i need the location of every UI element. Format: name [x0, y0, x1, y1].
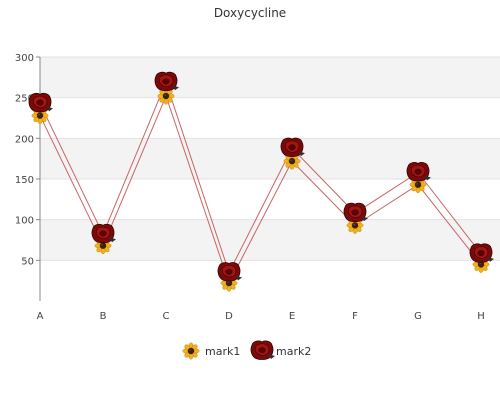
- grid-band: [40, 57, 500, 98]
- data-point-mark2[interactable]: [469, 243, 495, 263]
- x-tick-label: B: [100, 311, 107, 322]
- data-point-mark2[interactable]: [91, 223, 117, 244]
- x-tick-label: A: [37, 311, 44, 322]
- data-point-mark2[interactable]: [406, 161, 432, 182]
- y-tick-label: 100: [15, 216, 34, 227]
- series-line-mark2: [39, 80, 482, 274]
- x-tick-label: D: [225, 311, 233, 322]
- grid-band: [40, 219, 500, 261]
- y-tick-label: 150: [15, 175, 34, 186]
- data-point-mark2[interactable]: [280, 137, 306, 158]
- data-point-mark2[interactable]: [343, 202, 369, 223]
- y-tick-label: 50: [21, 256, 34, 267]
- data-point-mark2[interactable]: [28, 92, 54, 113]
- y-tick-label: 250: [15, 94, 34, 105]
- grid-band: [40, 138, 500, 179]
- y-tick-label: 200: [15, 134, 34, 145]
- sunflower-icon: [182, 342, 200, 360]
- x-tick-label: G: [414, 311, 422, 322]
- x-tick-label: C: [163, 311, 170, 322]
- legend-label-mark2: mark2: [276, 345, 311, 358]
- chart-title: Doxycycline: [214, 6, 286, 20]
- y-tick-label: 300: [15, 53, 34, 64]
- x-tick-label: H: [477, 311, 485, 322]
- data-point-mark2[interactable]: [217, 262, 243, 282]
- data-point-mark2[interactable]: [154, 71, 180, 92]
- series-line-mark1: [39, 94, 482, 285]
- legend-label-mark1: mark1: [205, 345, 240, 358]
- rose-icon: [250, 340, 276, 360]
- x-tick-label: F: [352, 311, 358, 322]
- x-tick-label: E: [289, 311, 295, 322]
